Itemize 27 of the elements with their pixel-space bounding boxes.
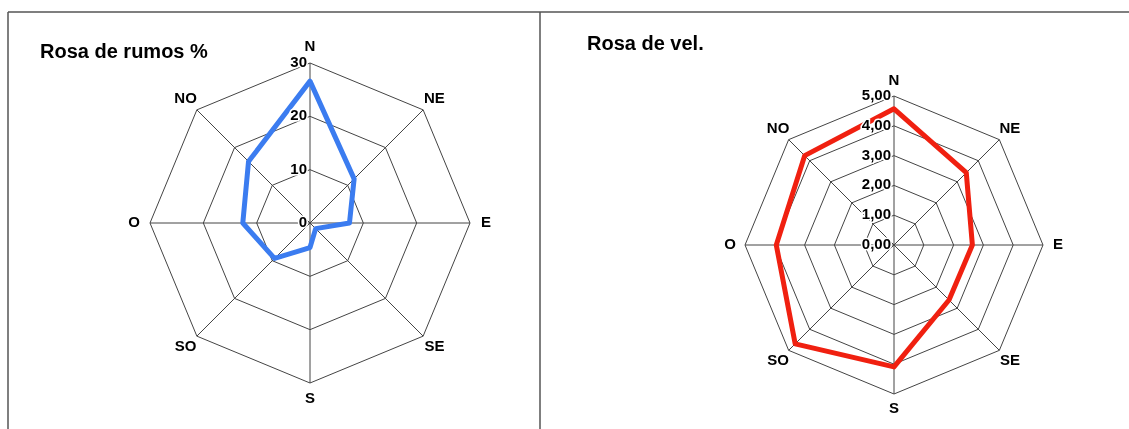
- y-tick-label: 2,00: [861, 175, 891, 193]
- y-tick-label: 0: [298, 213, 307, 230]
- spoke-label: E: [1052, 234, 1063, 252]
- spoke-label: NO: [174, 88, 198, 106]
- spoke-label: SO: [174, 337, 197, 355]
- y-tick-label: 20: [290, 106, 307, 124]
- spoke-label: N: [888, 71, 900, 89]
- chart-title: Rosa de vel.: [587, 32, 704, 54]
- spoke-label: SO: [767, 350, 790, 368]
- spoke-label: O: [128, 212, 141, 230]
- spoke-label: NE: [999, 119, 1021, 137]
- spoke-label: N: [304, 36, 316, 54]
- spoke-label: NE: [424, 88, 445, 106]
- y-tick-label: 1,00: [861, 205, 891, 223]
- spoke-label: SE: [999, 350, 1020, 368]
- spoke-label: S: [888, 398, 900, 416]
- y-tick-label: 0,00: [861, 235, 891, 252]
- spoke-label: O: [724, 234, 737, 252]
- spoke-label: E: [480, 212, 492, 230]
- spoke-label: NO: [766, 119, 790, 137]
- spoke-label: SE: [424, 337, 445, 355]
- chart-title: Rosa de rumos %: [40, 40, 209, 62]
- y-tick-label: 3,00: [861, 145, 891, 163]
- spoke-label: S: [304, 388, 316, 406]
- y-tick-label: 5,00: [861, 86, 891, 103]
- y-tick-label: 10: [290, 159, 307, 177]
- y-tick-label: 30: [290, 53, 307, 70]
